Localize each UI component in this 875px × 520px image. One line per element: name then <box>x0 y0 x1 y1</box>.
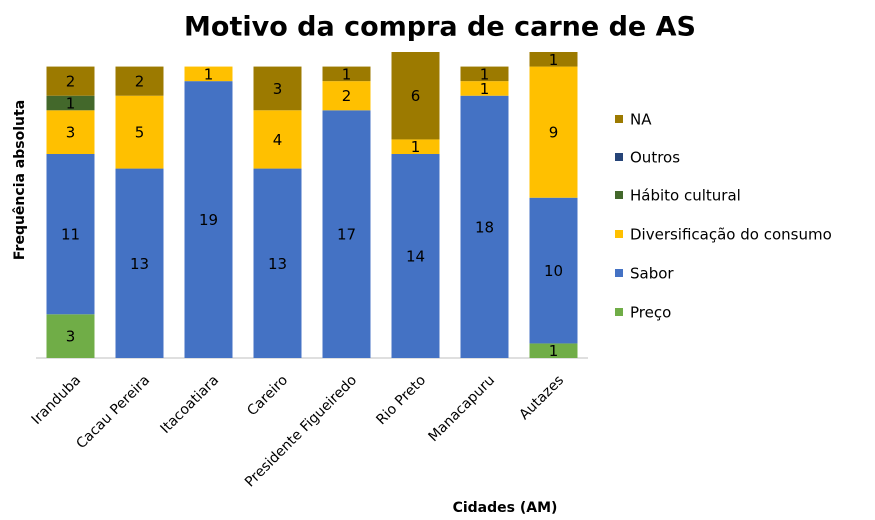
data-label: 6 <box>411 87 421 105</box>
bar-segment <box>529 66 578 198</box>
y-axis-title: Frequência absoluta <box>12 100 28 260</box>
data-label: 9 <box>549 124 559 142</box>
bar-segment <box>322 81 371 111</box>
legend-swatch <box>615 115 623 123</box>
bar-segment <box>46 314 95 358</box>
data-label: 13 <box>130 255 149 273</box>
x-tick-label: Manacapuru <box>425 372 498 445</box>
data-label: 2 <box>342 87 352 105</box>
legend-label: Preço <box>630 304 671 322</box>
x-tick-label: Cacau Pereira <box>73 372 153 452</box>
bar-segment <box>184 81 233 359</box>
data-label: 1 <box>480 80 490 98</box>
data-label: 14 <box>406 248 425 266</box>
bar-segment <box>460 95 509 358</box>
legend-swatch <box>615 308 623 316</box>
bar-segment <box>460 66 509 82</box>
data-label: 13 <box>268 255 287 273</box>
data-label: 1 <box>411 138 421 156</box>
bar-segment <box>529 197 578 344</box>
data-label: 10 <box>544 262 563 280</box>
bar-segment <box>391 154 440 358</box>
data-label: 3 <box>66 328 76 346</box>
bar-segment <box>253 66 302 111</box>
x-tick-label: Rio Preto <box>373 372 429 428</box>
x-tick-label: Itacoatiara <box>158 372 223 437</box>
data-label: 1 <box>342 65 352 83</box>
bar-segment <box>46 95 95 111</box>
bar-segment <box>529 52 578 67</box>
data-label: 1 <box>66 95 76 113</box>
legend-label: Hábito cultural <box>630 187 741 205</box>
legend-swatch <box>615 230 623 238</box>
bar-segment <box>184 66 233 82</box>
x-tick-label: Careiro <box>244 372 291 419</box>
data-label: 17 <box>337 226 356 244</box>
x-tick-label: Autazes <box>516 372 567 423</box>
legend-label: NA <box>630 111 652 129</box>
data-label: 1 <box>480 65 490 83</box>
bar-segment <box>391 139 440 154</box>
bar-segment <box>253 168 302 358</box>
data-label: 3 <box>273 80 283 98</box>
data-label: 1 <box>549 51 559 69</box>
bar-segment <box>46 110 95 154</box>
data-label: 1 <box>204 65 214 83</box>
bar-segment <box>322 66 371 82</box>
legend-label: Diversificação do consumo <box>630 226 832 244</box>
bar-segment <box>115 66 164 96</box>
data-label: 18 <box>475 218 494 236</box>
data-label: 3 <box>66 124 76 142</box>
x-axis-title: Cidades (AM) <box>453 500 558 516</box>
x-tick-label: Presidente Figueiredo <box>242 372 360 490</box>
bar-segment <box>46 154 95 315</box>
data-label: 2 <box>66 73 76 91</box>
bar-segment <box>322 110 371 359</box>
legend-label: Sabor <box>630 265 674 283</box>
bar-segment <box>391 52 440 140</box>
bar-segment <box>46 66 95 96</box>
data-label: 2 <box>135 73 145 91</box>
chart-title: Motivo da compra de carne de AS <box>184 12 696 43</box>
bar-segment <box>115 168 164 358</box>
data-label: 4 <box>273 131 283 149</box>
bar-segment <box>460 81 509 96</box>
data-label: 1 <box>549 342 559 360</box>
data-label: 5 <box>135 124 145 142</box>
bar-segment <box>115 95 164 169</box>
legend-label: Outros <box>630 149 680 167</box>
bar-segment <box>253 110 302 169</box>
bar-segment <box>529 343 578 358</box>
data-label: 19 <box>199 211 218 229</box>
legend-swatch <box>615 153 623 161</box>
x-tick-label: Iranduba <box>29 372 85 428</box>
legend-swatch <box>615 269 623 277</box>
data-label: 11 <box>61 226 80 244</box>
legend-swatch <box>615 191 623 199</box>
